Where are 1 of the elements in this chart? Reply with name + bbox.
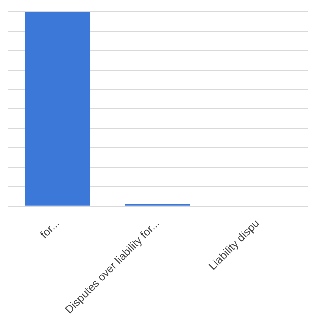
x-tick-label: for... (38, 218, 62, 242)
